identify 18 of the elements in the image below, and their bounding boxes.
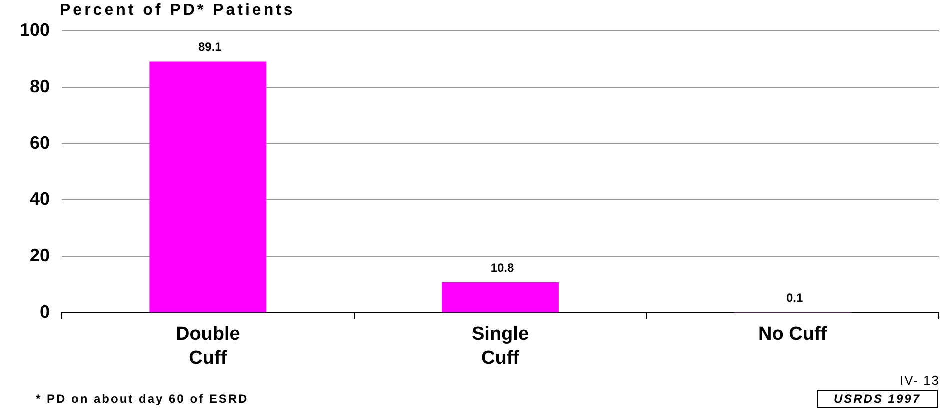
data-label: 0.1 (786, 291, 804, 306)
data-label: 89.1 (198, 40, 222, 54)
y-tick-label: 80 (30, 76, 50, 96)
data-label: 10.8 (490, 260, 514, 275)
y-tick-label: 100 (20, 20, 50, 40)
y-tick-label: 60 (30, 132, 50, 153)
x-tick-label: Single Cuff (472, 324, 530, 369)
text: USRDS 1997 (816, 390, 938, 408)
text: IV- 13 (900, 373, 940, 388)
y-tick-label: 20 (30, 246, 50, 266)
text: * PD on about day 60 of ESRD (36, 392, 249, 406)
y-tick-label: 40 (30, 189, 50, 210)
y-tick-label: 0 (40, 302, 50, 322)
chart-title: Percent of PD* Patients (60, 2, 296, 20)
bar (442, 282, 559, 312)
x-tick-label: No Cuff (758, 324, 828, 346)
x-tick-label: Double Cuff (176, 324, 240, 369)
bar (150, 62, 267, 312)
